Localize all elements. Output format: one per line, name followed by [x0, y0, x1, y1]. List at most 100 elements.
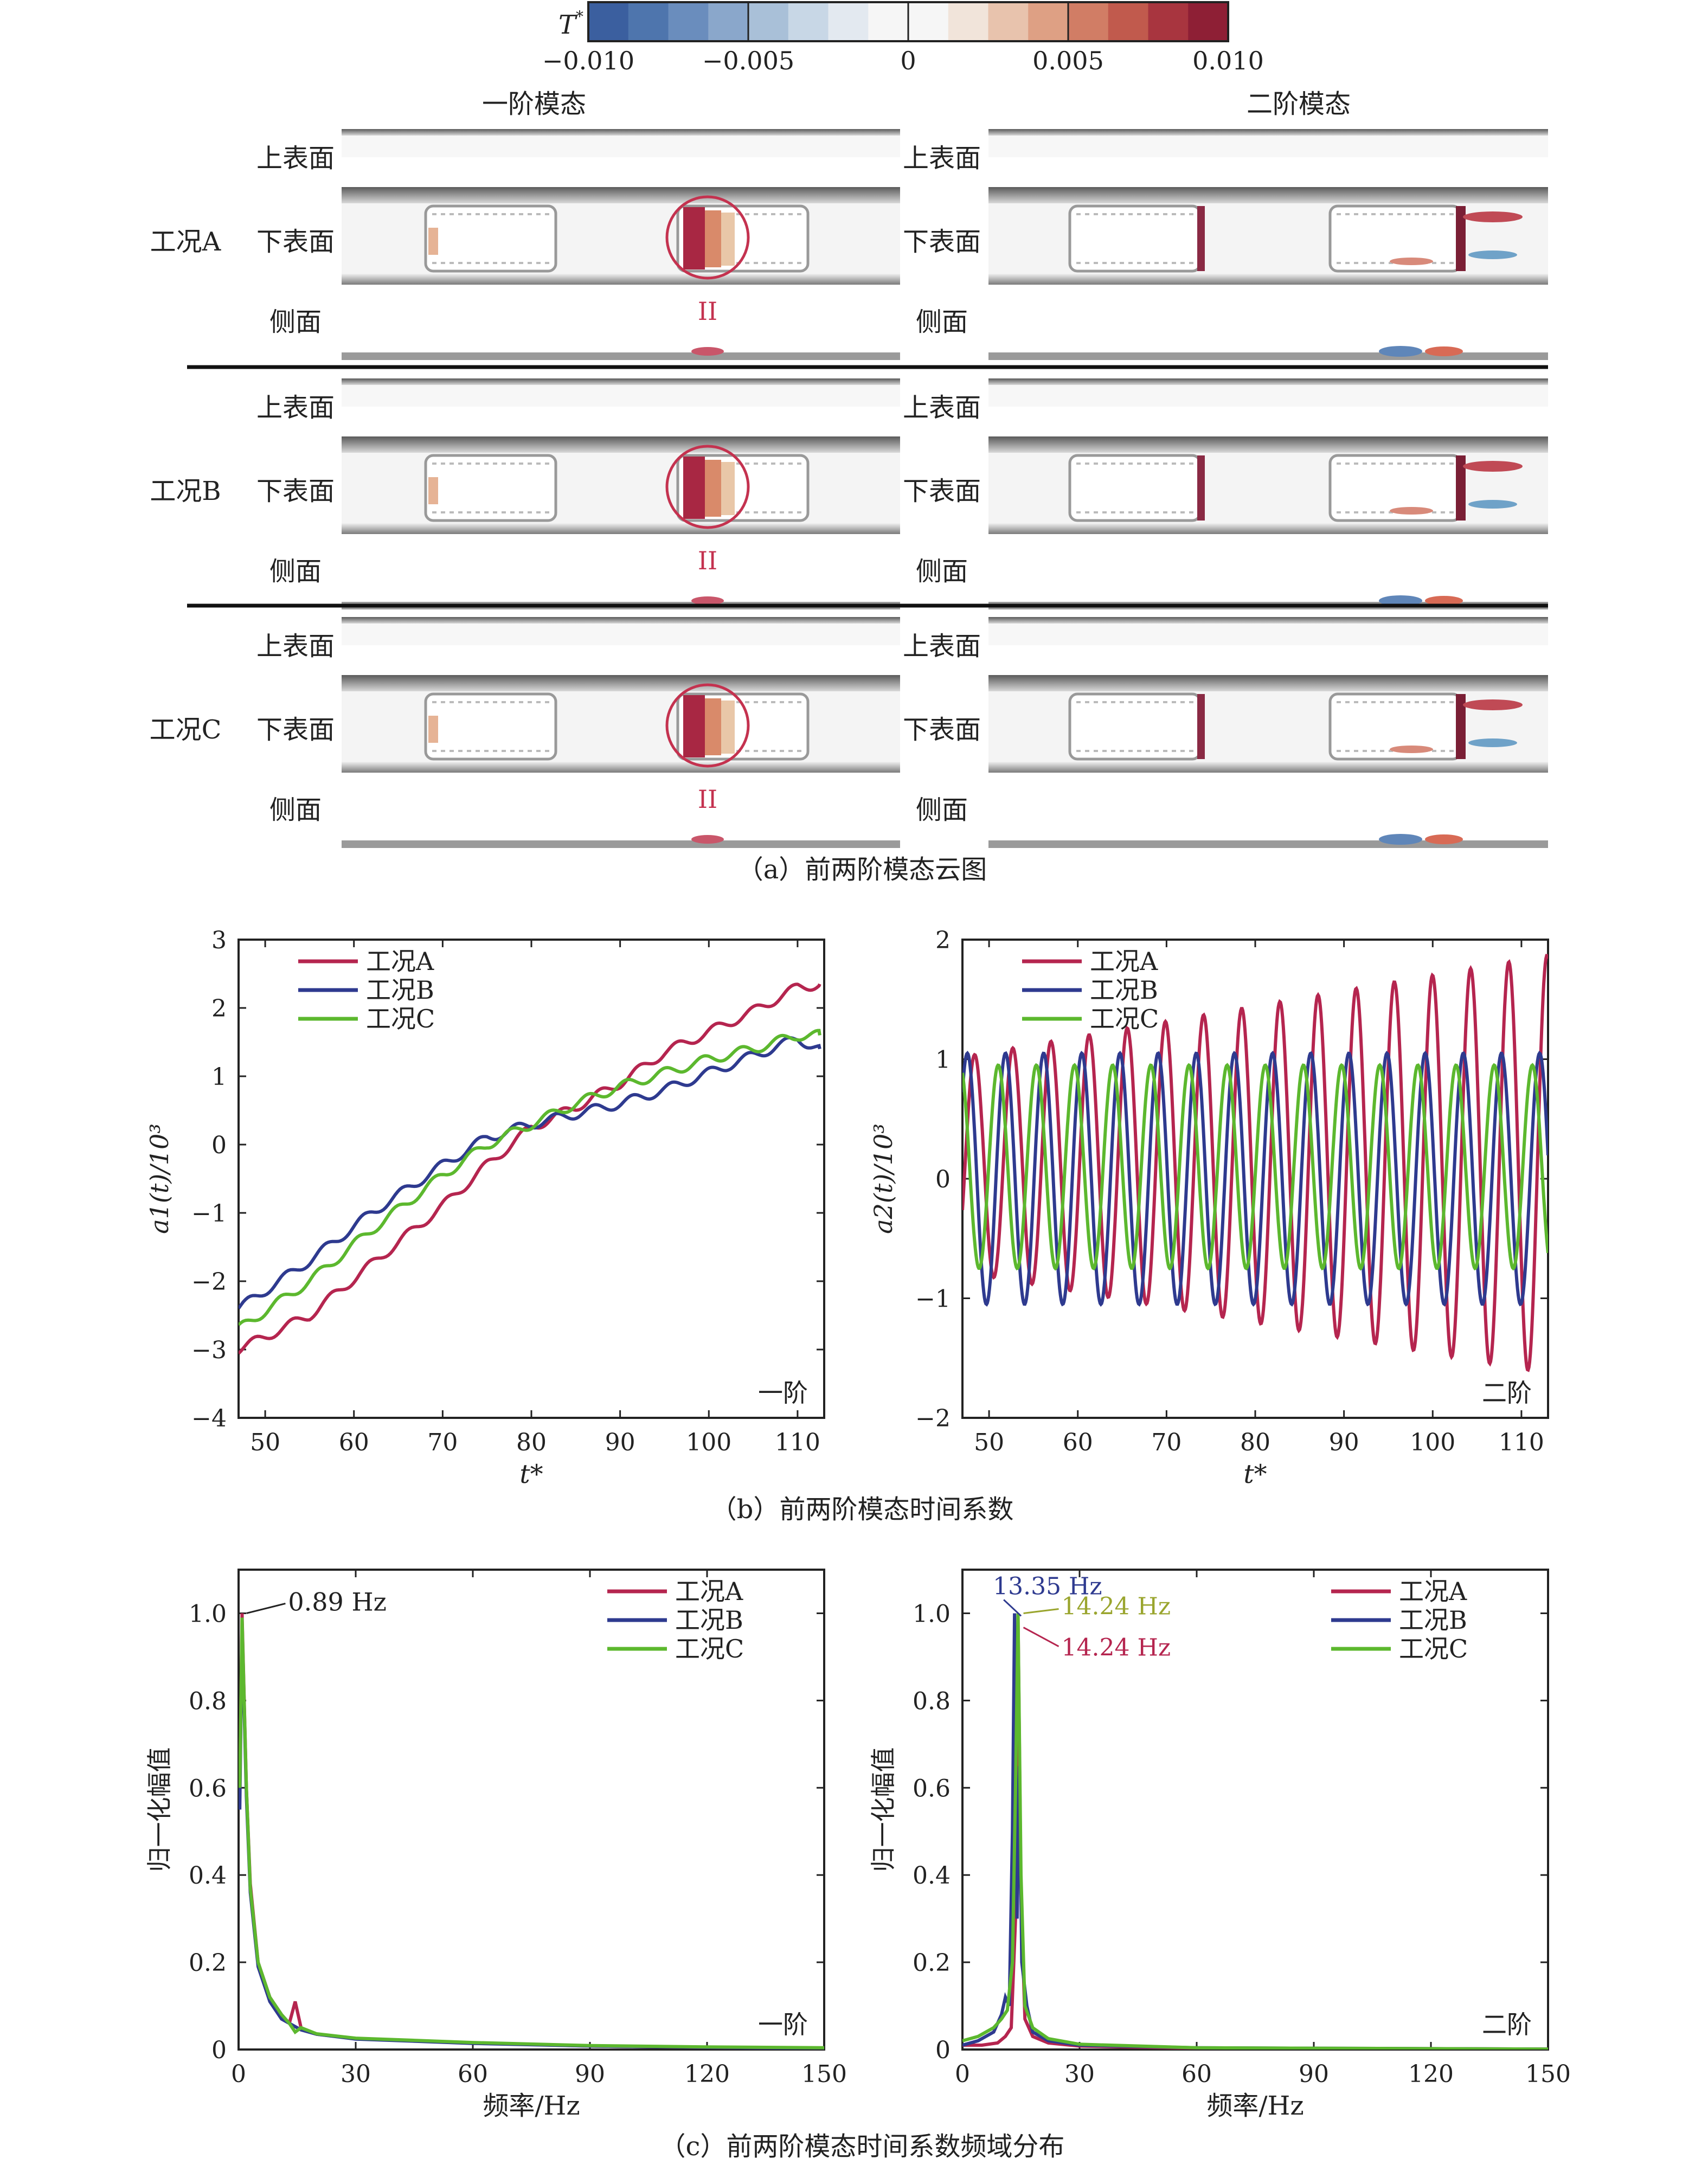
- y-tick-label: 0: [211, 2036, 227, 2064]
- colorbar-cell: [748, 2, 789, 41]
- column-title-mode2: 二阶模态: [1247, 89, 1351, 119]
- cold-spot: [1468, 500, 1517, 509]
- colorbar-cell: [1108, 2, 1148, 41]
- hot-spot: [683, 457, 705, 519]
- lower-surface-rail: [988, 436, 1548, 453]
- upper-surface-face: [342, 385, 900, 407]
- x-axis-label: 频率/Hz: [1206, 2091, 1304, 2121]
- x-tick-label: 0: [955, 2060, 970, 2088]
- y-tick-label: −1: [191, 1200, 227, 1228]
- y-tick-label: 0.4: [913, 1862, 951, 1890]
- hot-spot: [1390, 258, 1433, 265]
- legend-label: 工况B: [366, 975, 434, 1005]
- surface-label: 下表面: [903, 715, 981, 745]
- colorbar-tick-label: −0.010: [542, 46, 634, 75]
- caption-a: （a）前两阶模态云图: [737, 855, 987, 885]
- y-tick-label: 0.2: [913, 1949, 951, 1977]
- case-label: 工况B: [150, 476, 221, 506]
- series-line-1: [239, 982, 821, 1355]
- geometry-box: [424, 204, 557, 273]
- hot-spot: [705, 210, 721, 267]
- x-tick-label: 90: [605, 1429, 635, 1456]
- surface-label: 下表面: [256, 227, 335, 257]
- x-tick-label: 150: [801, 2060, 847, 2088]
- geometry-box: [424, 692, 557, 761]
- surface-label: 侧面: [916, 307, 968, 337]
- y-tick-label: 0: [935, 1166, 951, 1193]
- lower-surface-rail: [988, 523, 1548, 534]
- y-tick-label: 2: [935, 927, 951, 954]
- hot-spot: [1456, 694, 1466, 759]
- series-line-3: [962, 1063, 1548, 1271]
- colorbar-cell: [988, 2, 1029, 41]
- side-cold-spot: [1379, 595, 1422, 606]
- caption-c: （c）前两阶模态时间系数频域分布: [660, 2131, 1065, 2162]
- region-circle: [665, 195, 750, 280]
- hot-spot: [721, 462, 735, 515]
- region-marker: II: [698, 785, 717, 814]
- hot-spot: [683, 207, 705, 269]
- y-tick-label: 0: [935, 2036, 951, 2064]
- series-line-1: [239, 1613, 824, 2050]
- region-circle: [665, 445, 750, 529]
- y-tick-label: −3: [191, 1337, 227, 1364]
- mode-title: 二阶: [1482, 2010, 1532, 2039]
- colorbar-tick-label: −0.005: [702, 46, 794, 75]
- side-cold-spot: [1379, 346, 1422, 357]
- y-tick-label: 0.8: [189, 1687, 227, 1715]
- hot-spot: [428, 477, 438, 504]
- side-surface-strip: [342, 840, 900, 848]
- y-axis-label: 归一化幅值: [869, 1748, 898, 1872]
- chart-2: 50 60 70 80 90 100 110−2−1012t*a2(t)/10³二阶工况A工…: [869, 927, 1549, 1489]
- lower-surface-rail: [342, 523, 900, 534]
- upper-surface-face: [988, 385, 1548, 407]
- surface-label: 侧面: [916, 556, 968, 587]
- series-line-1: [962, 1613, 1548, 2050]
- x-tick-label: 0: [231, 2060, 246, 2088]
- hot-spot: [1197, 694, 1205, 759]
- side-hot-spot: [691, 347, 724, 356]
- hot-spot: [1456, 206, 1466, 271]
- annotation-label: 13.35 Hz: [993, 1572, 1102, 1600]
- colorbar-cell: [908, 2, 949, 41]
- upper-surface-strip: [342, 129, 900, 136]
- geometry-box: [424, 454, 557, 522]
- upper-surface-strip: [988, 617, 1548, 624]
- colorbar-tick-label: 0: [900, 46, 916, 75]
- x-tick-label: 150: [1525, 2060, 1571, 2088]
- y-tick-label: −2: [915, 1405, 951, 1432]
- y-tick-label: 1: [935, 1046, 951, 1074]
- colorbar-cells: [588, 2, 1229, 41]
- x-tick-label: 60: [458, 2060, 488, 2088]
- hot-spot: [721, 213, 735, 266]
- cold-spot: [1468, 250, 1517, 259]
- case-label: 工况A: [150, 227, 222, 257]
- region-marker: II: [698, 297, 717, 326]
- x-tick-label: 70: [427, 1429, 458, 1456]
- x-tick-label: 110: [775, 1429, 820, 1456]
- colorbar-cell: [1148, 2, 1189, 41]
- mode-title: 一阶: [758, 1378, 808, 1408]
- plot-frame: [237, 1569, 825, 2051]
- legend-label: 工况A: [1090, 947, 1158, 976]
- colorbar-cell: [588, 2, 629, 41]
- caption-b: （b）前两阶模态时间系数: [711, 1494, 1014, 1525]
- side-hot-spot: [1425, 596, 1463, 606]
- hot-spot: [721, 701, 735, 754]
- chart-1: 50 60 70 80 90 100 110 −4 −3 −2 −1 0 1 2 3 t* a1(t)/10³ 一…: [145, 927, 825, 1489]
- surface-label: 下表面: [256, 476, 335, 506]
- surface-label: 上表面: [256, 393, 335, 423]
- x-tick-label: 90: [1299, 2060, 1329, 2088]
- annotation-label: 0.89 Hz: [288, 1587, 386, 1616]
- chart-3: 0 30 60 90 120 150 0 0.2 0.4 0.6 0.8 1.0 频率/Hz 归一化幅值一…: [145, 1569, 847, 2121]
- lower-surface-rail: [988, 274, 1548, 285]
- upper-surface-strip: [988, 129, 1548, 136]
- lower-surface-rail: [342, 274, 900, 285]
- upper-surface-strip: [342, 378, 900, 385]
- colorbar-cell: [948, 2, 988, 41]
- lower-surface-rail: [342, 436, 900, 453]
- surface-label: 上表面: [903, 143, 981, 174]
- upper-surface-face: [988, 624, 1548, 645]
- annotation-arrow: [1023, 1627, 1060, 1647]
- y-tick-label: 1: [211, 1063, 227, 1091]
